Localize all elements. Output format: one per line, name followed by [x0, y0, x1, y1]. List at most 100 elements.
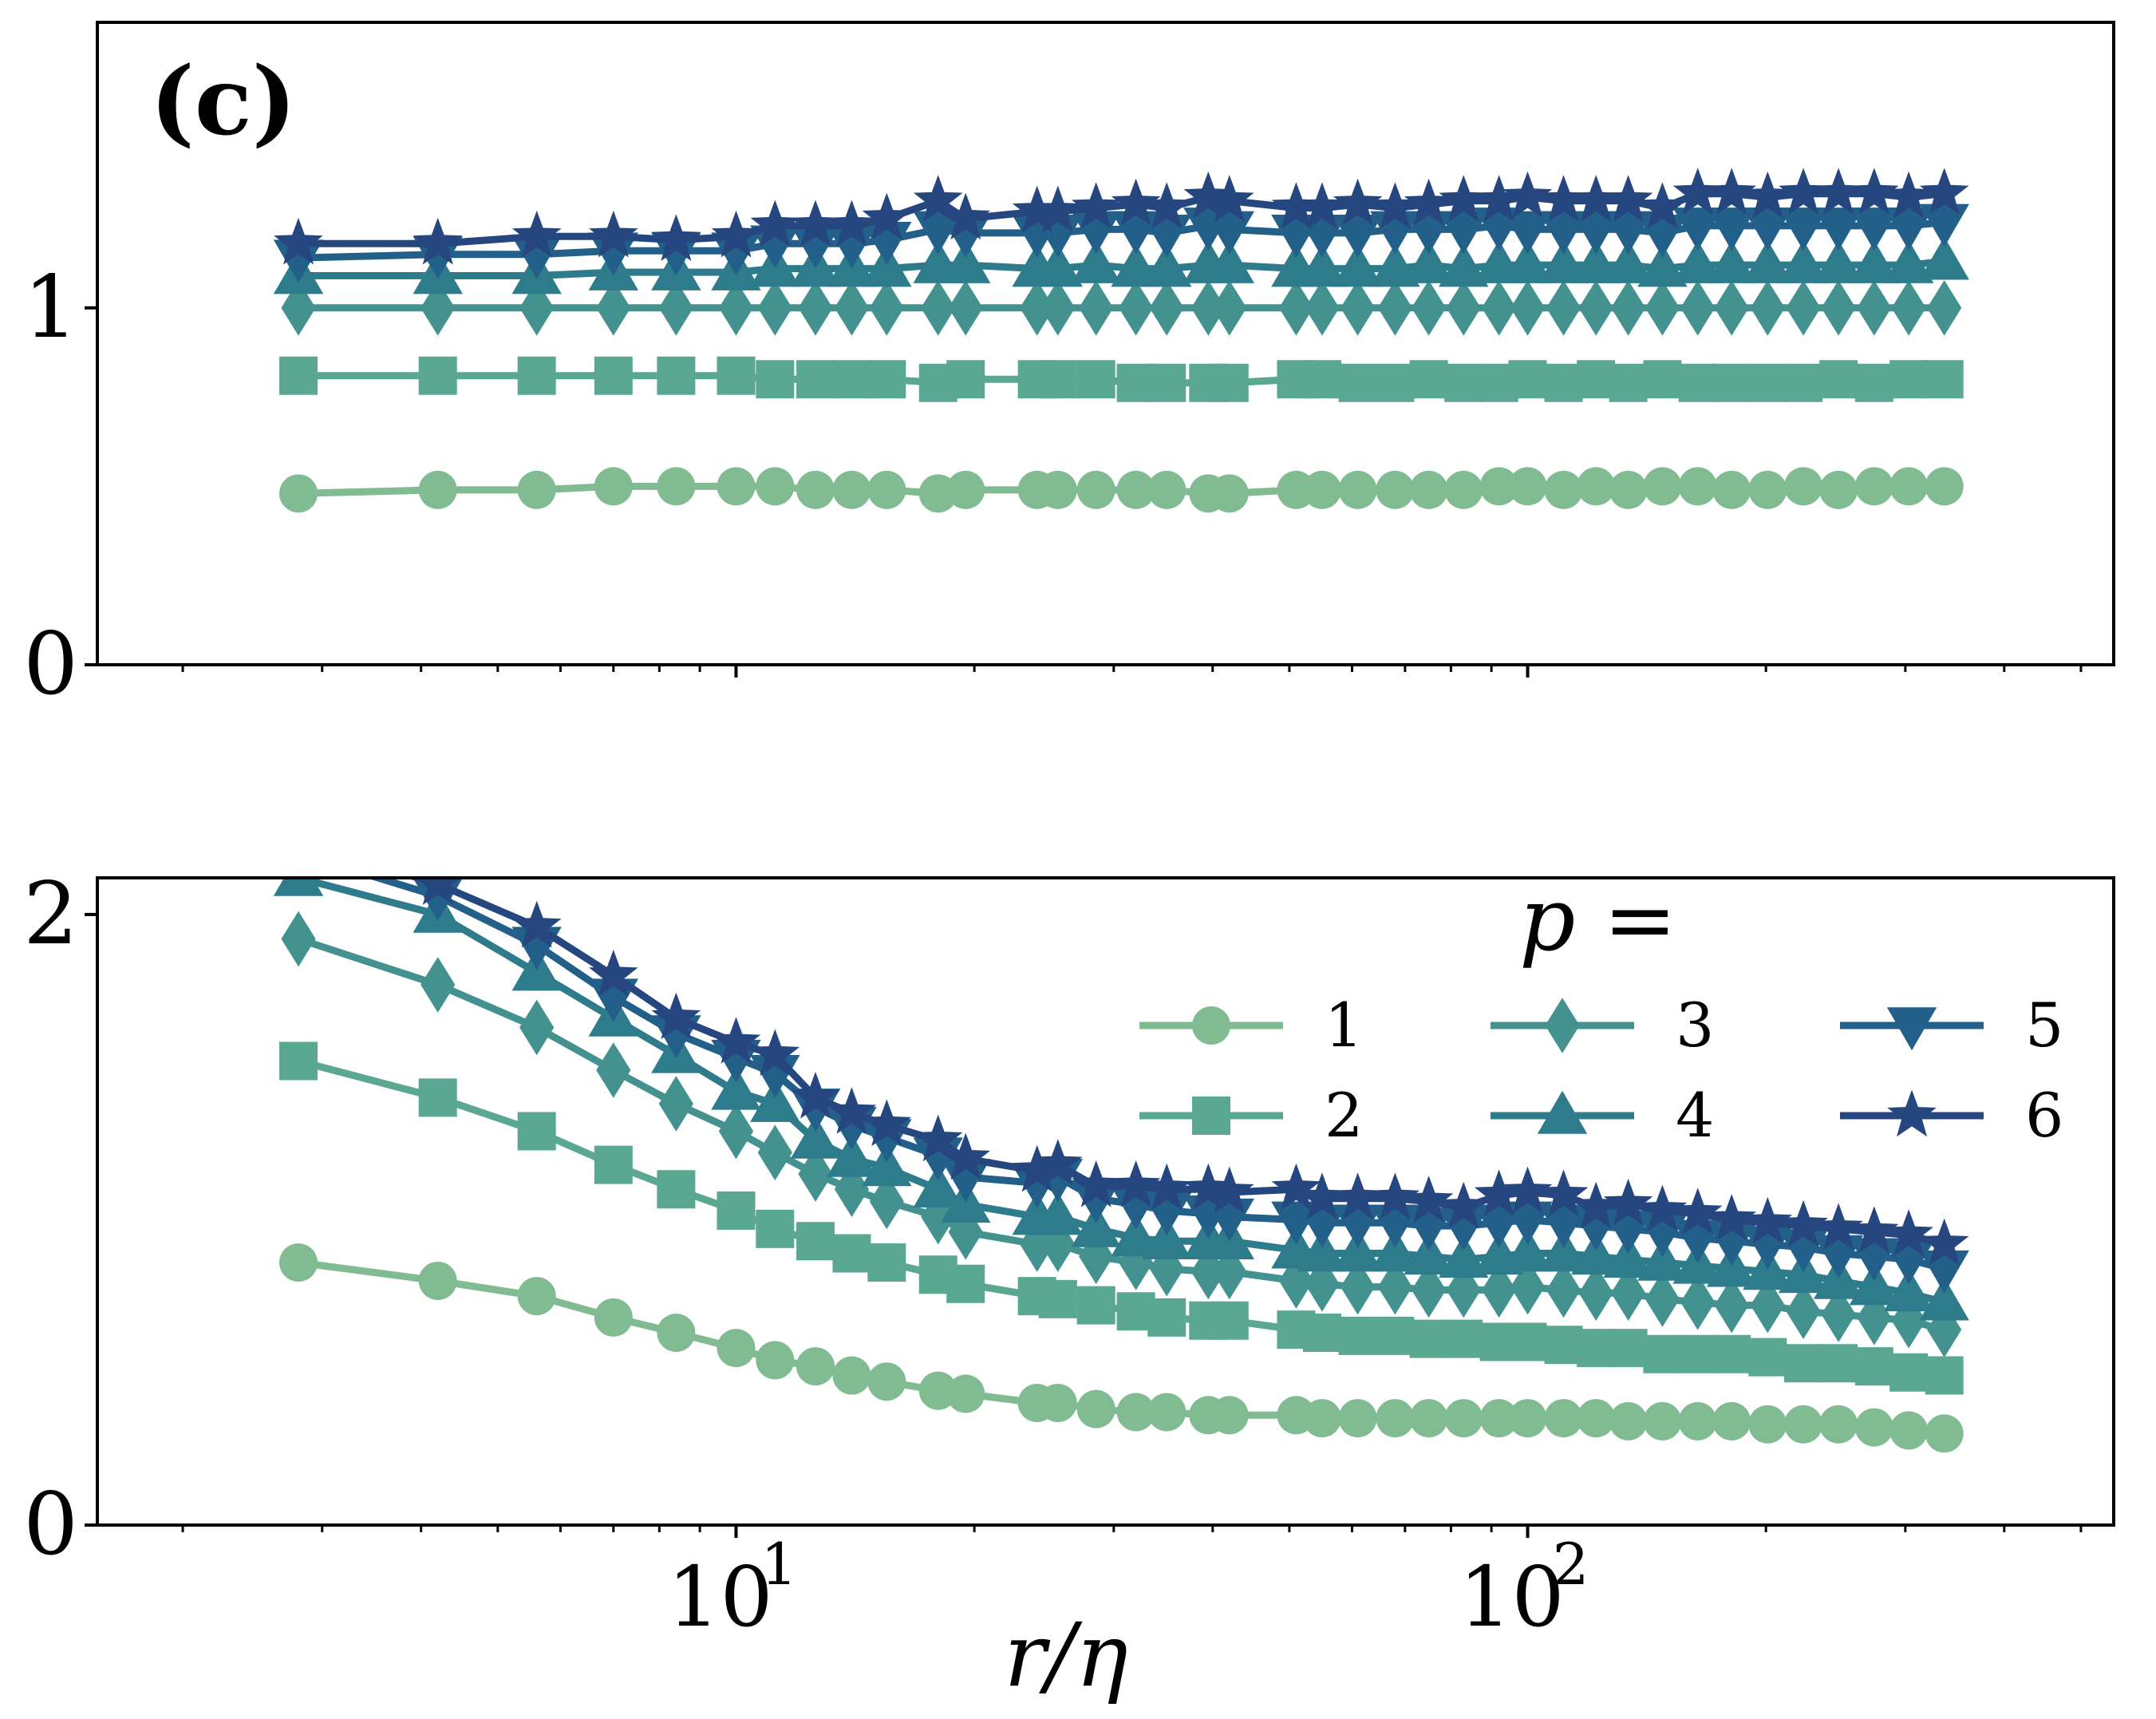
bottom-point-p4 — [862, 1143, 912, 1187]
bottom-point-p4 — [1370, 1228, 1420, 1272]
bottom-point-p1 — [1712, 1401, 1751, 1440]
top-point-p1 — [946, 470, 985, 509]
bottom-point-p4 — [913, 1164, 963, 1207]
bottom-point-p2 — [1076, 1286, 1116, 1325]
top-series-p6 — [274, 168, 1969, 265]
top-point-p6 — [1012, 185, 1062, 233]
top-point-p1 — [832, 470, 871, 509]
top-point-p3 — [1340, 279, 1376, 336]
top-point-p6 — [1884, 171, 1933, 219]
bottom-point-p3 — [1611, 1265, 1646, 1322]
top-point-p3 — [1377, 279, 1412, 336]
top-point-p5 — [940, 215, 991, 259]
bottom-series-p6 — [405, 878, 1969, 1266]
bottom-point-p6 — [1779, 1199, 1828, 1247]
bottom-point-p1 — [1854, 1408, 1893, 1447]
bottom-point-p1 — [946, 1374, 985, 1413]
bottom-point-p3 — [1578, 1265, 1613, 1322]
bottom-point-p4 — [1111, 1213, 1161, 1257]
bottom-point-p1 — [867, 1362, 906, 1401]
bottom-point-p6 — [1474, 1169, 1524, 1217]
bottom-point-p2 — [517, 1112, 556, 1151]
top-point-p1 — [1819, 470, 1858, 509]
bottom-point-p2 — [867, 1243, 906, 1282]
top-point-p6 — [1370, 182, 1420, 229]
top-point-p5 — [790, 225, 841, 269]
bottom-point-p6 — [1071, 1160, 1121, 1207]
bottom-point-p1 — [1076, 1389, 1116, 1429]
bottom-point-p3 — [1411, 1262, 1447, 1318]
top-point-p5 — [1883, 207, 1934, 251]
top-point-p3 — [1611, 279, 1646, 336]
bottom-point-p1 — [1210, 1396, 1249, 1435]
top-point-p2 — [1076, 360, 1116, 399]
top-point-p1 — [1577, 467, 1616, 506]
xtick-label-exponent: 1 — [761, 1531, 798, 1598]
top-point-p6 — [589, 210, 638, 258]
bottom-point-p2 — [279, 1041, 318, 1081]
top-point-p2 — [832, 360, 871, 399]
bottom-point-p1 — [657, 1313, 696, 1352]
top-point-p1 — [1409, 470, 1448, 509]
top-point-p5 — [1919, 204, 1969, 247]
bottom-point-p2 — [1116, 1292, 1155, 1331]
top-point-p1 — [1544, 470, 1583, 509]
bottom-point-p3 — [1750, 1277, 1785, 1334]
legend-label-p1: 1 — [1325, 990, 1363, 1061]
top-point-p6 — [1142, 182, 1191, 229]
legend-entry-p1: 1 — [1139, 990, 1363, 1061]
bottom-point-p2 — [1038, 1279, 1077, 1318]
bottom-point-p1 — [1748, 1405, 1787, 1444]
top-point-p2 — [1038, 360, 1077, 399]
bottom-point-p3 — [1645, 1271, 1680, 1327]
bottom-point-p3 — [1821, 1286, 1856, 1342]
bottom-point-p6 — [1743, 1196, 1793, 1244]
bottom-point-p5 — [1502, 1201, 1553, 1245]
legend-title: p = — [1519, 868, 1677, 970]
top-point-p3 — [1821, 279, 1856, 336]
top-series-p5 — [273, 204, 1969, 283]
top-point-p1 — [867, 470, 906, 509]
bottom-point-p2 — [1302, 1313, 1341, 1352]
top-point-p2 — [657, 356, 696, 395]
bottom-point-p2 — [832, 1234, 871, 1273]
bottom-point-p6 — [1404, 1176, 1454, 1223]
top-point-p1 — [1038, 470, 1077, 509]
top-point-p6 — [711, 210, 761, 258]
top-point-p2 — [1544, 363, 1583, 402]
top-point-p6 — [1672, 168, 1723, 215]
top-point-p4 — [1297, 243, 1348, 287]
top-point-p2 — [946, 360, 985, 399]
top-point-p2 — [756, 360, 795, 399]
bottom-point-p1 — [1577, 1399, 1616, 1438]
bottom-ytick-label: 2 — [23, 864, 78, 964]
top-point-p5 — [651, 232, 701, 276]
top-point-p5 — [1743, 207, 1793, 251]
top-point-p1 — [796, 470, 835, 509]
top-point-p4 — [1404, 239, 1454, 283]
bottom-point-p2 — [1819, 1344, 1858, 1383]
panel-label: (c) — [150, 45, 297, 156]
bottom-point-p6 — [1142, 1163, 1191, 1211]
top-point-p2 — [1819, 360, 1858, 399]
top-point-p2 — [1577, 360, 1616, 399]
top-point-p4 — [1538, 239, 1589, 283]
top-point-p1 — [1444, 470, 1483, 509]
top-point-p4 — [1849, 239, 1899, 283]
top-point-p5 — [1778, 207, 1829, 251]
top-point-p5 — [1439, 211, 1489, 255]
bottom-point-p1 — [796, 1347, 835, 1386]
legend-marker-p5 — [1886, 1007, 1937, 1051]
top-point-p3 — [1927, 279, 1962, 336]
legend-marker-p1 — [1192, 1006, 1230, 1045]
legend-entry-p4: 4 — [1491, 1080, 1714, 1151]
top-point-p1 — [1116, 470, 1155, 509]
bottom-point-p4 — [1502, 1228, 1553, 1272]
bottom-point-p6 — [1814, 1203, 1863, 1251]
bottom-point-p6 — [1884, 1209, 1933, 1256]
bottom-point-p3 — [869, 1173, 904, 1230]
top-point-p3 — [757, 279, 792, 336]
top-point-p1 — [717, 467, 756, 506]
top-point-p1 — [1643, 467, 1682, 506]
